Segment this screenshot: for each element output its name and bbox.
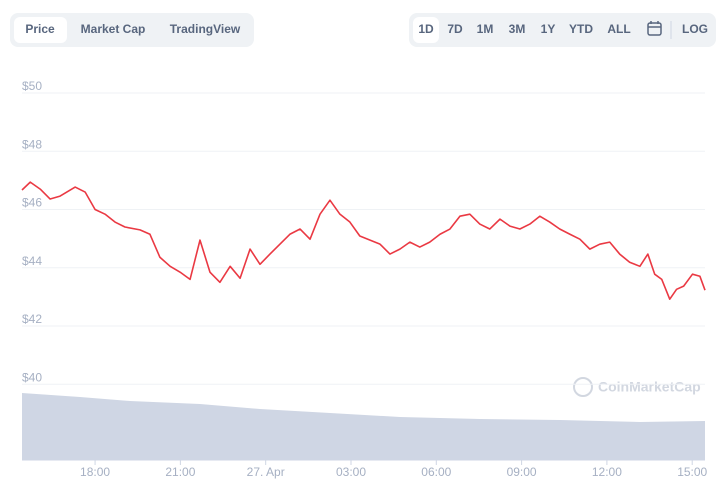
range-button[interactable]: 1Y bbox=[541, 22, 556, 36]
tab[interactable]: TradingView bbox=[170, 22, 241, 36]
x-tick-label: 15:00 bbox=[677, 465, 707, 479]
watermark-text: CoinMarketCap bbox=[598, 379, 701, 395]
range-button[interactable]: ALL bbox=[607, 22, 630, 36]
tab[interactable]: Price bbox=[25, 22, 55, 36]
range-button[interactable]: 1D bbox=[418, 22, 434, 36]
x-tick-label: 12:00 bbox=[592, 465, 622, 479]
range-button[interactable]: 1M bbox=[477, 22, 494, 36]
range-bar bbox=[409, 13, 716, 47]
active-range bbox=[413, 17, 439, 43]
log-button[interactable]: LOG bbox=[682, 22, 708, 36]
calendar-icon[interactable] bbox=[647, 21, 662, 36]
y-tick-label: $46 bbox=[22, 196, 42, 210]
range-button[interactable]: YTD bbox=[569, 22, 593, 36]
x-tick-label: 09:00 bbox=[507, 465, 537, 479]
volume-area bbox=[22, 393, 705, 460]
y-tick-label: $48 bbox=[22, 137, 42, 151]
range-button[interactable]: 3M bbox=[509, 22, 526, 36]
y-tick-label: $42 bbox=[22, 312, 42, 326]
x-tick-label: 03:00 bbox=[336, 465, 366, 479]
x-tick-label: 18:00 bbox=[80, 465, 110, 479]
tab-bar bbox=[10, 13, 254, 47]
y-tick-label: $50 bbox=[22, 79, 42, 93]
tab[interactable]: Market Cap bbox=[81, 22, 146, 36]
x-tick-label: 27. Apr bbox=[247, 465, 285, 479]
price-line bbox=[21, 181, 706, 301]
x-tick-label: 06:00 bbox=[421, 465, 451, 479]
x-tick-label: 21:00 bbox=[165, 465, 195, 479]
watermark: CoinMarketCap bbox=[573, 377, 701, 397]
range-button[interactable]: 7D bbox=[447, 22, 463, 36]
y-tick-label: $44 bbox=[22, 254, 42, 268]
y-tick-label: $40 bbox=[22, 370, 42, 384]
active-tab bbox=[14, 17, 67, 43]
